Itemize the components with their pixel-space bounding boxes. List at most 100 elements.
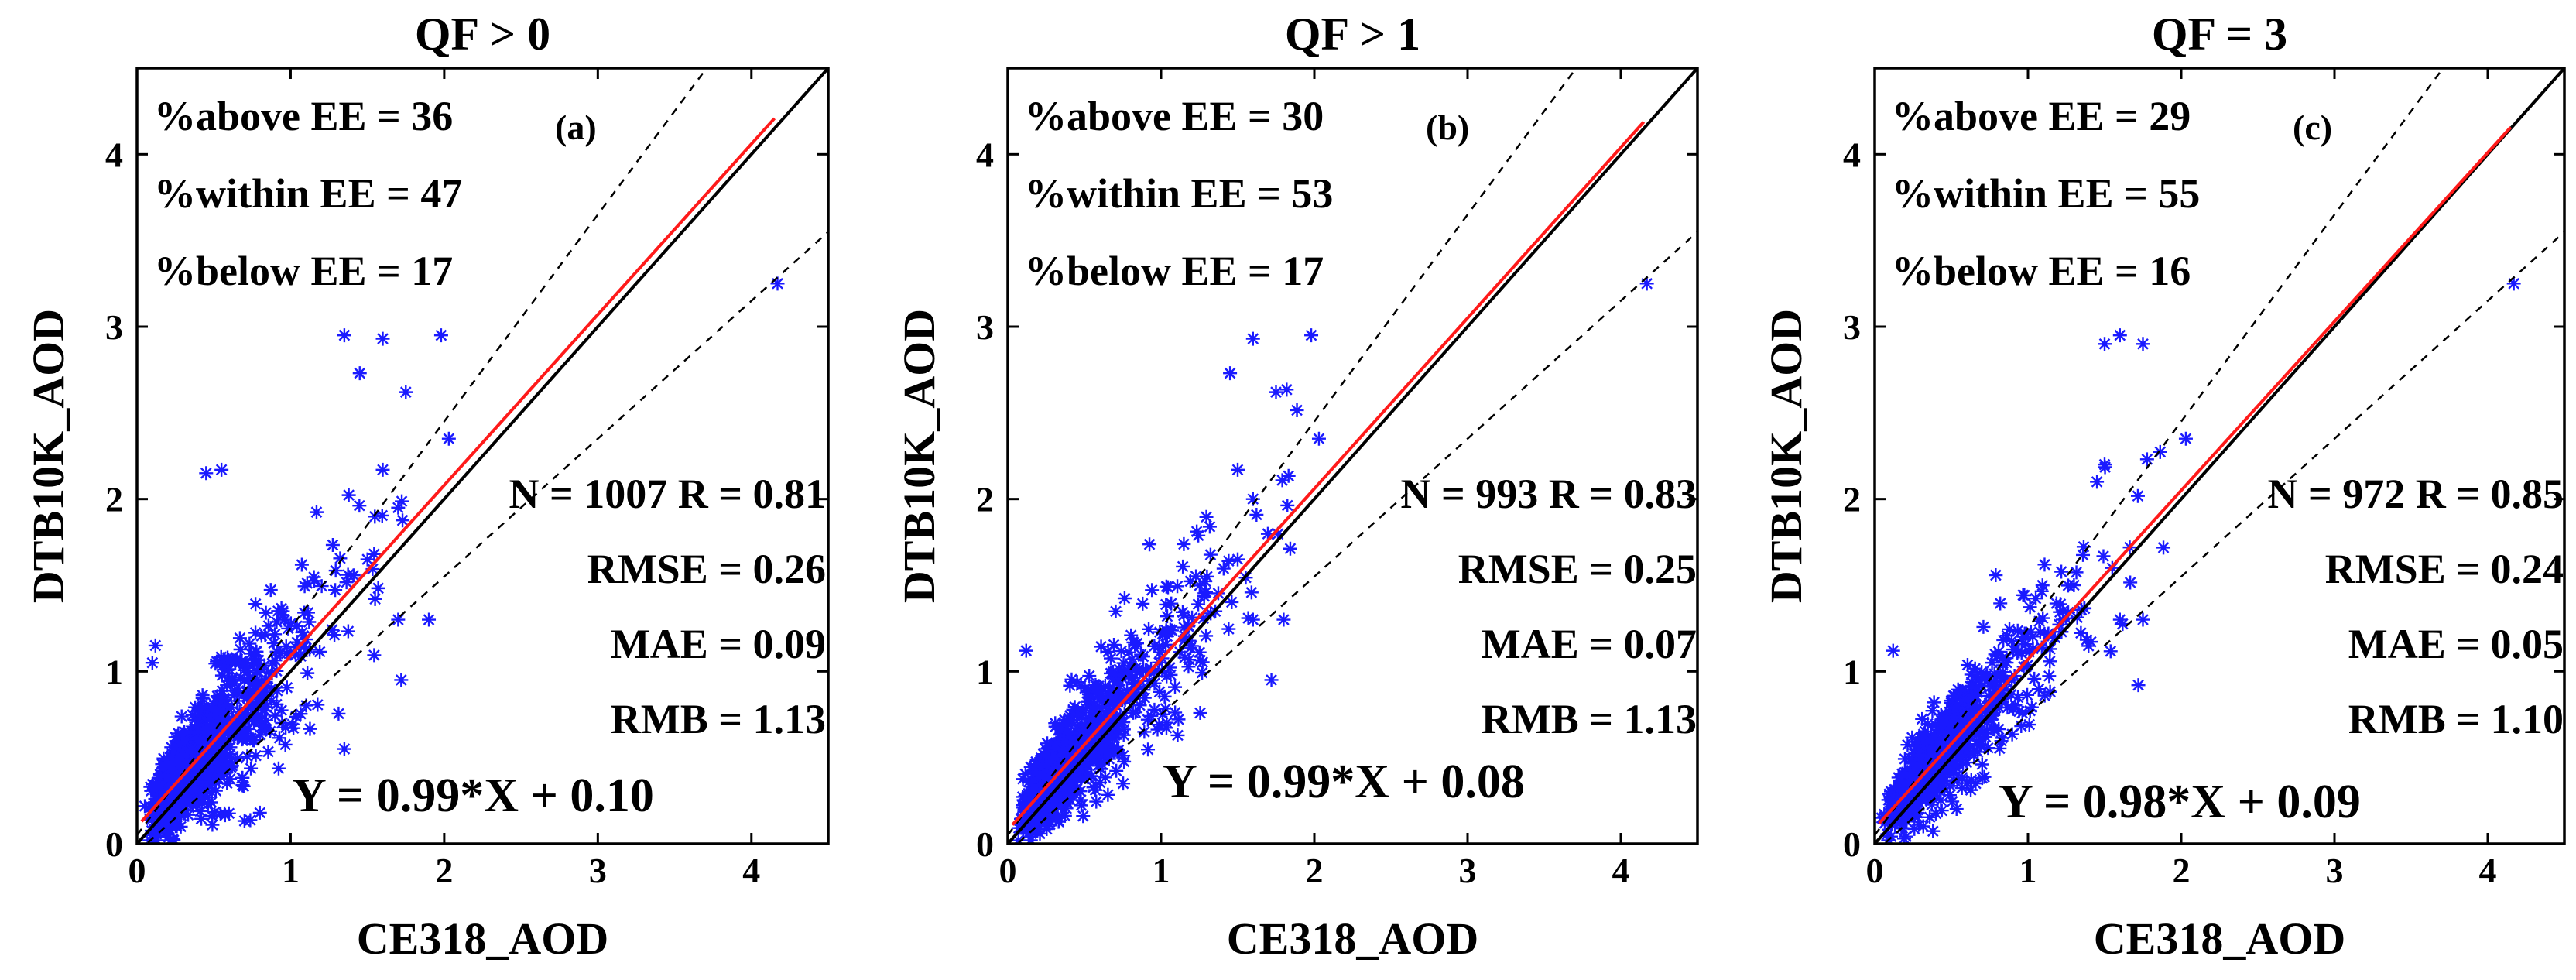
data-point <box>1081 711 1096 726</box>
data-point <box>2002 622 2017 636</box>
data-point <box>1949 802 1964 817</box>
data-point <box>433 328 448 343</box>
data-point <box>1136 663 1151 677</box>
data-point <box>156 769 170 783</box>
ee-lower-line <box>145 231 828 844</box>
data-point <box>237 706 252 721</box>
data-point <box>375 508 389 523</box>
data-point <box>217 663 231 677</box>
data-point <box>2049 596 2064 611</box>
data-point <box>2011 690 2025 704</box>
data-point <box>2023 625 2038 639</box>
fit-stat-text: RMB = 1.10 <box>2348 696 2564 742</box>
data-point <box>1177 633 1192 648</box>
data-point <box>1907 821 1922 836</box>
fit-stat-text: N = 993 R = 0.83 <box>1400 471 1697 517</box>
data-point <box>202 766 217 780</box>
panel-title: QF > 1 <box>1285 9 1420 60</box>
y-tick-label: 2 <box>1843 480 1861 519</box>
data-point <box>396 513 410 528</box>
data-point <box>1200 569 1214 584</box>
data-point <box>1038 774 1053 789</box>
data-point <box>1994 671 2009 686</box>
data-point <box>1160 609 1174 624</box>
data-point <box>177 762 192 776</box>
data-point <box>1147 702 1162 717</box>
data-point <box>368 591 382 606</box>
ee-stat-text: %within EE = 55 <box>1892 170 2200 217</box>
data-point <box>2098 337 2112 351</box>
data-point <box>1089 684 1104 699</box>
data-point <box>296 629 310 643</box>
data-point <box>1064 672 1079 687</box>
data-point <box>2014 718 2029 733</box>
data-point <box>211 743 225 758</box>
data-point <box>1893 797 1908 812</box>
data-point <box>185 708 200 722</box>
data-point <box>1020 804 1035 818</box>
data-point <box>1985 688 2000 703</box>
data-point <box>1071 707 1086 721</box>
data-point <box>1978 669 1992 684</box>
data-point <box>1101 644 1115 659</box>
data-point <box>1060 749 1074 764</box>
panel-label: (b) <box>1426 108 1469 147</box>
data-point <box>1978 729 1993 744</box>
data-point <box>1909 742 1923 757</box>
data-point <box>1198 574 1213 588</box>
data-point <box>232 631 247 646</box>
data-point <box>1986 721 2001 736</box>
data-point <box>333 551 348 566</box>
data-point <box>1063 678 1077 693</box>
data-point <box>2074 625 2088 640</box>
axes-frame <box>1006 67 1699 845</box>
y-tick-label: 2 <box>105 480 123 519</box>
data-point <box>1896 807 1911 821</box>
data-point <box>241 691 255 706</box>
fit-stat-text: RMB = 1.13 <box>611 696 826 742</box>
data-point <box>1048 786 1063 800</box>
data-point <box>1125 652 1139 666</box>
data-point <box>1271 526 1286 541</box>
data-point <box>235 654 249 669</box>
data-point <box>269 615 284 629</box>
data-point <box>1057 732 1072 746</box>
data-point <box>271 761 286 776</box>
one-to-one-line <box>1875 68 2564 844</box>
data-point <box>1995 658 2010 673</box>
data-point <box>1065 780 1080 795</box>
data-point <box>1992 700 2006 714</box>
data-point <box>1077 730 1091 745</box>
regression-equation: Y = 0.99*X + 0.10 <box>292 769 654 822</box>
data-point <box>1910 810 1925 824</box>
ee-stat-text: %within EE = 53 <box>1025 170 1333 217</box>
data-point <box>1955 716 1970 731</box>
data-point <box>1116 722 1131 737</box>
data-point <box>1074 718 1089 733</box>
data-point <box>1105 666 1120 680</box>
data-point <box>1985 656 1999 670</box>
panel-title: QF = 3 <box>2152 9 2287 60</box>
ee-stat-text: %above EE = 30 <box>1025 93 1324 139</box>
data-point <box>1109 698 1124 713</box>
data-point <box>237 663 252 677</box>
data-point <box>2033 625 2047 639</box>
data-point <box>1995 731 2009 745</box>
data-point <box>1900 738 1915 752</box>
data-point <box>2090 475 2105 489</box>
y-tick-label: 1 <box>105 652 123 691</box>
data-point <box>186 799 200 814</box>
data-point <box>190 785 204 800</box>
data-point <box>1117 591 1132 605</box>
data-point <box>1113 692 1128 707</box>
data-point <box>1116 656 1131 670</box>
data-point <box>248 597 263 612</box>
data-point <box>1963 711 1978 725</box>
data-point <box>1964 667 1978 682</box>
data-point <box>1965 679 1979 694</box>
data-point <box>149 778 163 793</box>
data-point <box>214 462 229 477</box>
data-point <box>1038 742 1053 756</box>
data-point <box>1905 730 1920 745</box>
data-point <box>1203 547 1218 562</box>
